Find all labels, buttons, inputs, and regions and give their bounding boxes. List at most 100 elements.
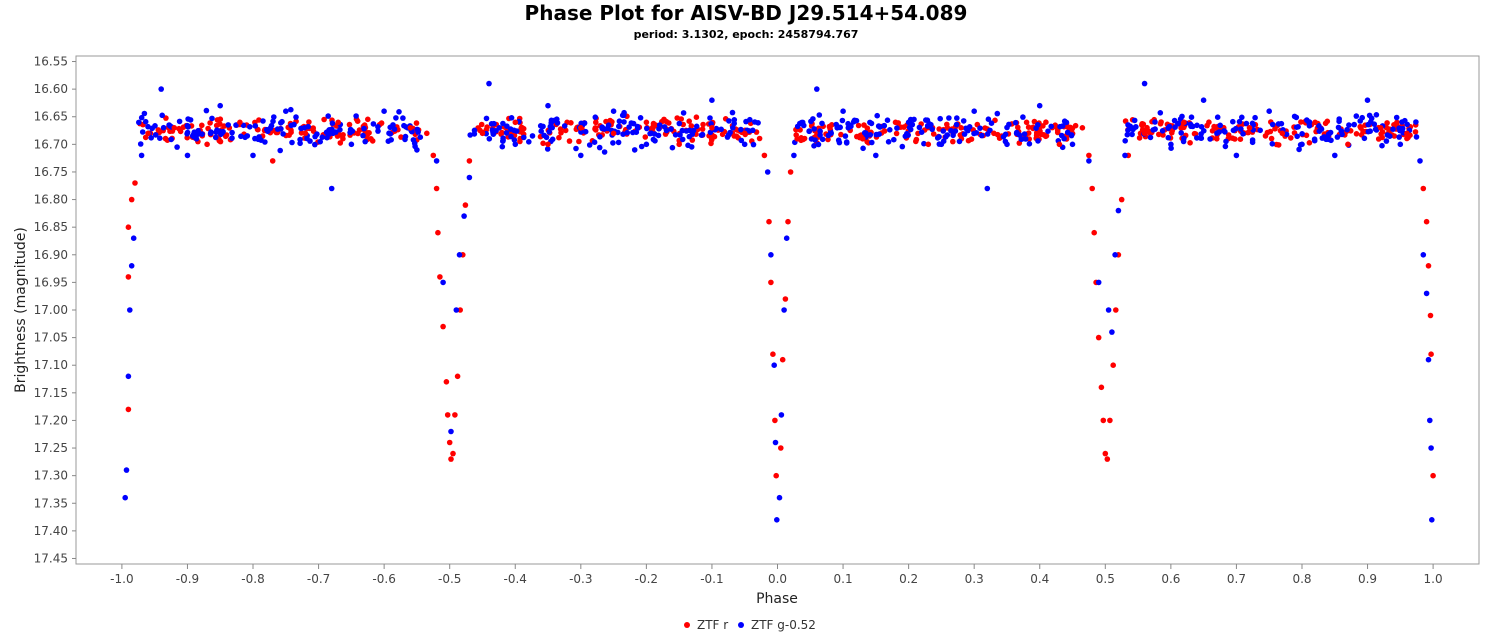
data-point-ztf-g bbox=[229, 129, 235, 136]
data-point-ztf-g bbox=[731, 120, 737, 127]
data-point-ztf-g bbox=[456, 252, 463, 258]
data-point-ztf-g bbox=[873, 131, 880, 138]
data-point-ztf-r bbox=[435, 229, 441, 236]
data-point-ztf-g bbox=[1021, 131, 1028, 137]
data-point-ztf-g bbox=[1019, 136, 1025, 142]
data-point-ztf-r bbox=[446, 439, 453, 446]
data-point-ztf-g bbox=[1420, 252, 1427, 258]
data-point-ztf-g bbox=[616, 118, 623, 124]
data-point-ztf-r bbox=[708, 140, 714, 147]
data-point-ztf-r bbox=[335, 119, 342, 126]
data-point-ztf-g bbox=[1122, 152, 1128, 159]
data-point-ztf-g bbox=[1064, 129, 1071, 136]
data-point-ztf-g bbox=[1373, 127, 1380, 133]
data-point-ztf-g bbox=[402, 136, 408, 143]
data-point-ztf-g bbox=[1373, 112, 1380, 118]
data-point-ztf-r bbox=[204, 141, 210, 148]
data-point-ztf-g bbox=[1180, 138, 1187, 145]
data-point-ztf-g bbox=[279, 118, 285, 125]
data-point-ztf-g bbox=[1294, 133, 1300, 140]
data-point-ztf-g bbox=[592, 114, 599, 120]
data-point-ztf-g bbox=[307, 138, 313, 144]
data-point-ztf-g bbox=[411, 140, 418, 147]
data-point-ztf-g bbox=[262, 139, 268, 145]
y-tick-label: 16.65 bbox=[34, 110, 68, 124]
x-tick-label: -0.8 bbox=[241, 572, 264, 586]
x-tick-label: -0.5 bbox=[438, 572, 461, 586]
data-point-ztf-g bbox=[836, 139, 843, 146]
data-point-ztf-g bbox=[1216, 129, 1222, 135]
data-point-ztf-g bbox=[329, 120, 336, 126]
data-point-ztf-g bbox=[1249, 120, 1256, 127]
data-point-ztf-g bbox=[324, 134, 330, 141]
data-point-ztf-g bbox=[189, 133, 196, 139]
data-point-ztf-g bbox=[209, 115, 215, 122]
data-point-ztf-r bbox=[893, 130, 900, 137]
data-point-ztf-g bbox=[948, 127, 954, 134]
data-point-ztf-g bbox=[817, 128, 823, 134]
data-point-ztf-r bbox=[770, 351, 776, 358]
data-point-ztf-r bbox=[1113, 307, 1119, 313]
data-point-ztf-g bbox=[544, 146, 551, 152]
data-point-ztf-r bbox=[1237, 136, 1244, 142]
data-point-ztf-g bbox=[1338, 128, 1345, 135]
data-point-ztf-g bbox=[260, 118, 266, 124]
data-point-ztf-g bbox=[529, 133, 536, 139]
data-point-ztf-g bbox=[634, 125, 641, 131]
data-point-ztf-g bbox=[1351, 121, 1357, 128]
data-point-ztf-g bbox=[353, 113, 359, 119]
data-point-ztf-g bbox=[1361, 135, 1368, 142]
data-point-ztf-g bbox=[185, 124, 191, 130]
data-point-ztf-r bbox=[520, 125, 527, 132]
data-point-ztf-g bbox=[707, 115, 713, 121]
data-point-ztf-g bbox=[1152, 119, 1158, 125]
data-point-ztf-g bbox=[1165, 125, 1171, 131]
data-point-ztf-r bbox=[171, 125, 178, 131]
data-point-ztf-g bbox=[811, 143, 817, 149]
data-point-ztf-g bbox=[400, 115, 406, 121]
data-point-ztf-g bbox=[1423, 290, 1430, 297]
data-point-ztf-g bbox=[677, 132, 683, 138]
data-point-ztf-g bbox=[1334, 134, 1341, 140]
data-point-ztf-g bbox=[486, 136, 493, 142]
data-point-ztf-r bbox=[1110, 362, 1116, 369]
data-point-ztf-r bbox=[213, 122, 220, 129]
data-point-ztf-g bbox=[488, 121, 495, 127]
data-point-ztf-g bbox=[511, 137, 518, 143]
data-point-ztf-g bbox=[467, 132, 474, 138]
data-point-ztf-r bbox=[184, 134, 190, 141]
data-point-ztf-g bbox=[934, 135, 941, 141]
y-tick-label: 17.10 bbox=[34, 358, 68, 372]
data-point-ztf-r bbox=[1040, 132, 1047, 138]
data-point-ztf-r bbox=[132, 180, 138, 186]
data-point-ztf-g bbox=[819, 120, 825, 127]
data-point-ztf-g bbox=[483, 115, 490, 122]
data-point-ztf-r bbox=[650, 124, 656, 131]
data-point-ztf-r bbox=[478, 121, 485, 128]
x-tick-label: 0.4 bbox=[1030, 572, 1049, 586]
data-point-ztf-g bbox=[486, 80, 492, 87]
data-point-ztf-g bbox=[774, 517, 780, 523]
data-point-ztf-g bbox=[1095, 279, 1102, 286]
chart-subtitle: period: 3.1302, epoch: 2458794.767 bbox=[633, 28, 859, 41]
data-point-ztf-g bbox=[149, 125, 155, 132]
x-tick-label: -0.6 bbox=[372, 572, 395, 586]
data-point-ztf-r bbox=[1267, 128, 1274, 135]
data-point-ztf-g bbox=[297, 140, 303, 147]
data-point-ztf-g bbox=[1269, 121, 1276, 128]
data-point-ztf-g bbox=[918, 129, 925, 135]
legend-label-ztf-g: ZTF g-0.52 bbox=[751, 618, 816, 632]
data-point-ztf-g bbox=[545, 102, 551, 109]
data-point-ztf-g bbox=[561, 123, 568, 129]
data-point-ztf-g bbox=[1379, 142, 1385, 149]
data-point-ztf-r bbox=[1288, 135, 1294, 141]
data-point-ztf-g bbox=[1332, 152, 1338, 159]
data-point-ztf-g bbox=[940, 128, 946, 134]
data-point-ztf-r bbox=[1357, 123, 1363, 130]
data-point-ztf-g bbox=[771, 362, 777, 369]
data-point-ztf-r bbox=[950, 138, 956, 145]
data-point-ztf-g bbox=[778, 412, 785, 418]
data-point-ztf-g bbox=[159, 112, 165, 119]
data-point-ztf-g bbox=[578, 152, 584, 159]
x-tick-label: 0.5 bbox=[1096, 572, 1115, 586]
